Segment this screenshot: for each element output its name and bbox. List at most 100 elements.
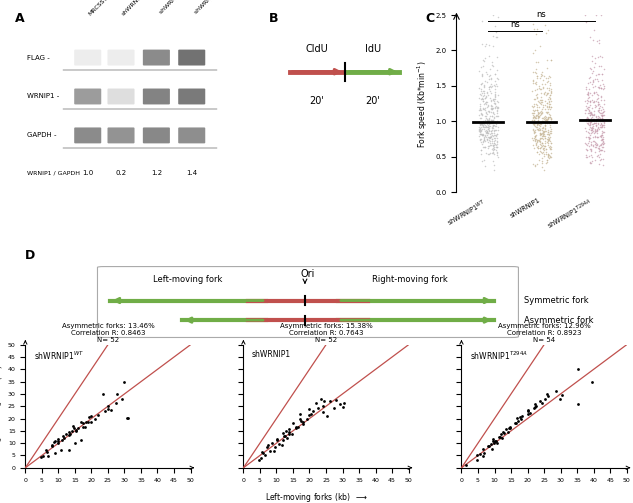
Point — [592, 126, 602, 134]
Point — [546, 129, 556, 137]
Point — [530, 119, 540, 127]
Point — [482, 103, 492, 111]
Point — [535, 137, 545, 145]
Point — [581, 115, 591, 123]
Point — [584, 125, 594, 133]
Point — [486, 127, 496, 135]
Point — [532, 101, 542, 109]
Point — [492, 74, 502, 82]
Point — [288, 419, 298, 427]
Point — [532, 138, 542, 146]
Point — [544, 95, 554, 103]
Point — [479, 82, 489, 91]
Point — [523, 410, 534, 418]
Point — [542, 102, 552, 110]
Point — [536, 130, 546, 138]
Point — [542, 116, 552, 124]
Point — [598, 85, 608, 93]
Point — [598, 111, 608, 119]
Point — [474, 94, 484, 102]
Point — [531, 111, 541, 119]
Point — [592, 92, 603, 100]
Point — [596, 106, 606, 114]
Point — [477, 40, 487, 48]
Point — [582, 128, 592, 136]
Point — [479, 80, 489, 89]
Point — [477, 95, 487, 103]
Point — [66, 427, 77, 435]
Point — [489, 127, 499, 135]
Point — [482, 131, 492, 139]
Point — [503, 428, 513, 436]
Point — [532, 110, 542, 118]
Point — [511, 420, 521, 428]
Point — [479, 133, 489, 141]
Point — [582, 99, 592, 107]
Text: 1.4: 1.4 — [186, 170, 197, 176]
Point — [479, 136, 489, 144]
FancyBboxPatch shape — [108, 50, 135, 65]
Point — [594, 144, 604, 152]
Point — [486, 119, 496, 127]
Point — [477, 90, 487, 98]
Point — [38, 452, 48, 460]
Point — [482, 128, 492, 136]
Point — [491, 131, 501, 139]
Point — [530, 86, 540, 94]
Point — [587, 110, 598, 118]
Point — [529, 121, 539, 129]
Point — [534, 112, 544, 120]
Point — [489, 92, 499, 100]
Point — [594, 85, 604, 93]
Point — [477, 123, 487, 131]
Point — [542, 77, 553, 86]
Point — [596, 93, 606, 101]
Point — [478, 130, 488, 138]
Point — [556, 391, 567, 399]
Point — [542, 115, 552, 123]
Point — [596, 146, 606, 154]
Point — [480, 54, 490, 62]
Point — [536, 125, 546, 133]
Point — [534, 112, 544, 120]
Point — [592, 133, 602, 141]
Point — [594, 115, 604, 123]
Point — [544, 127, 555, 135]
Point — [487, 142, 498, 150]
Point — [475, 63, 486, 71]
Point — [480, 162, 490, 170]
Point — [78, 419, 88, 427]
Point — [580, 127, 591, 135]
Point — [540, 116, 550, 124]
Point — [544, 100, 555, 108]
Point — [537, 105, 548, 113]
Point — [546, 85, 556, 93]
Point — [474, 106, 484, 114]
Point — [541, 108, 551, 116]
Point — [596, 140, 606, 148]
Point — [535, 147, 545, 155]
Point — [591, 121, 601, 129]
Point — [582, 90, 592, 98]
Point — [584, 117, 594, 125]
Point — [586, 140, 596, 148]
Point — [482, 136, 492, 144]
Point — [542, 128, 553, 136]
Point — [585, 111, 595, 119]
Point — [584, 135, 594, 143]
Point — [542, 113, 553, 121]
Point — [491, 143, 501, 151]
Point — [485, 141, 495, 149]
Point — [591, 112, 601, 120]
Point — [591, 59, 601, 67]
Point — [534, 124, 544, 132]
Point — [486, 82, 496, 91]
Point — [591, 113, 601, 121]
Point — [597, 135, 607, 143]
Point — [528, 109, 538, 117]
Point — [534, 149, 544, 157]
Point — [580, 85, 591, 93]
Point — [544, 113, 555, 121]
Point — [588, 124, 598, 132]
Point — [584, 107, 594, 115]
